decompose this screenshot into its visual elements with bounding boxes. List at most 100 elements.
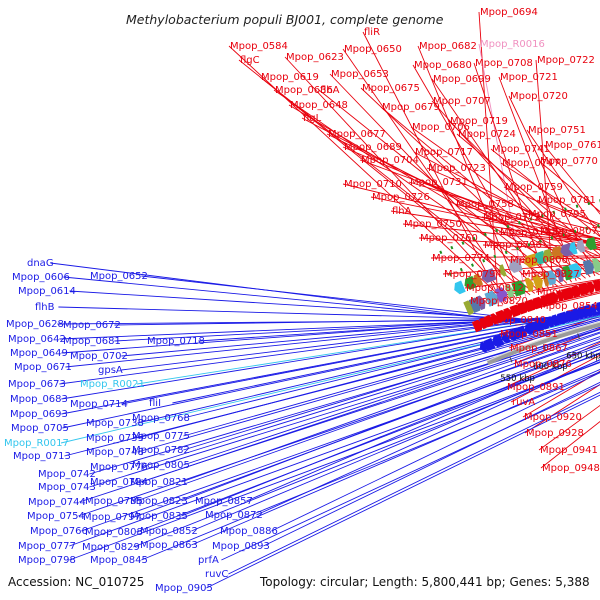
forward-gene [571,285,582,298]
gene-label: Mpop_0742 [38,469,96,480]
gene-label: ruvC [205,569,228,580]
gene-label: Mpop_0845 [90,555,148,566]
scale-tick [509,356,513,363]
gene-label: Mpop_0766 [30,526,88,537]
gene-label: Mpop_0584 [230,41,288,52]
gene-label: Mpop_0758 [456,199,514,210]
label-leader-line [526,213,600,233]
gene-label: Mpop_0808 [85,527,143,538]
label-leader-line [89,328,600,488]
label-leader-line [121,311,600,371]
gene-label: Mpop_0840 [488,315,546,326]
label-leader-line [342,183,600,247]
label-leader-line [273,89,558,287]
label-leader-lines [50,11,600,589]
category-feature [582,259,595,276]
label-leader-line [183,326,600,466]
gene-label: Mpop_0920 [524,412,582,423]
label-leader-line [524,384,600,434]
category-feature [494,287,508,303]
gene-label: Mpop_0606 [12,272,70,283]
gene-label: Mpop_0619 [261,72,319,83]
gene-label: Mpop_0718 [147,336,205,347]
gene-label: Mpop_0893 [212,541,270,552]
label-leader-line [505,341,600,388]
gene-label: Mpop_0726 [372,192,430,203]
gene-label: Mpop_0731 [410,177,468,188]
label-leader-line [498,231,600,244]
gene-label: Mpop_0761 [545,140,600,151]
forward-gene [592,279,600,292]
reverse-gene [483,337,496,351]
forward-gene [471,319,483,333]
label-leader-line [526,129,600,237]
gene-label: Mpop_0782 [132,445,190,456]
gene-label: Mpop_0948 [542,463,600,474]
label-leader-line [464,271,600,289]
gene-label: Mpop_0784 [90,477,148,488]
gene-label: Mpop_0852 [140,526,198,537]
gene-label: Mpop_0650 [344,44,402,55]
gene-label: Mpop_0886 [220,526,278,537]
gene-label: Mpop_0783 [500,227,558,238]
label-leader-line [288,104,582,280]
label-leader-line [246,348,600,502]
gene-label: Mpop_0857 [195,496,253,507]
gene-label: Mpop_0827 [522,269,580,280]
gene-label: Mpop_0775 [132,431,190,442]
label-leader-line [535,59,554,288]
gene-label: Mpop_0798 [18,555,76,566]
gene-label: Mpop_0795 [528,209,586,220]
gene-label: Mpop_0628 [6,319,64,330]
map-title: Methylobacterium populi BJ001, complete … [126,12,444,27]
gene-label: Mpop_0722 [537,55,595,66]
reverse-gene [590,303,598,315]
gene-label: Mpop_0636 [275,85,333,96]
label-leader-line [63,276,561,326]
gene-label: Mpop_0704 [361,155,419,166]
gene-label: Mpop_0738 [86,418,144,429]
category-feature [542,248,554,262]
category-feature [524,277,534,293]
gene-label: Mpop_0772 [483,212,541,223]
label-leader-line [481,216,600,240]
gene-label: Mpop_0847 [537,287,595,298]
label-leader-line [473,62,549,290]
gene-label: Mpop_0751 [528,125,586,136]
gene-label: Mpop_0677 [328,129,386,140]
label-leader-line [430,255,600,259]
gene-label: Mpop_0682 [419,41,477,52]
forward-gene [503,307,513,320]
scale-tick [577,333,580,340]
category-feature [568,263,582,279]
category-feature [569,241,578,255]
gene-label: Mpop_0710 [344,179,402,190]
gene-label: gpsA [98,365,123,376]
gene-label: Mpop_0770 [540,156,598,167]
forward-gene [532,296,544,310]
reverse-gene [564,310,573,322]
gene-label: Mpop_0806 [510,255,568,266]
gene-label: Mpop_0891 [507,382,565,393]
reverse-gene [508,329,517,342]
category-feature [508,258,523,273]
forward-gene [490,313,499,325]
label-leader-line [64,318,600,457]
label-leader-line [408,181,600,241]
category-feature [472,273,484,287]
gene-label: Mpop_0777 [18,541,76,552]
gene-label: Mpop_0796 [484,240,542,251]
gene-label: Mpop_0741 [492,144,550,155]
category-feature [475,295,486,311]
label-leader-line [136,352,600,533]
label-leader-line [263,381,600,547]
category-feature [545,270,557,286]
label-leader-line [141,371,600,561]
gene-label: Mpop_0683 [10,394,68,405]
category-feature [532,274,543,290]
gene-label: Mpop_0705 [11,423,69,434]
gene-label: flgC [240,55,260,66]
label-leader-line [538,160,600,213]
gene-label: Mpop_0694 [480,7,538,18]
gene-label: Mpop_0781 [538,195,596,206]
